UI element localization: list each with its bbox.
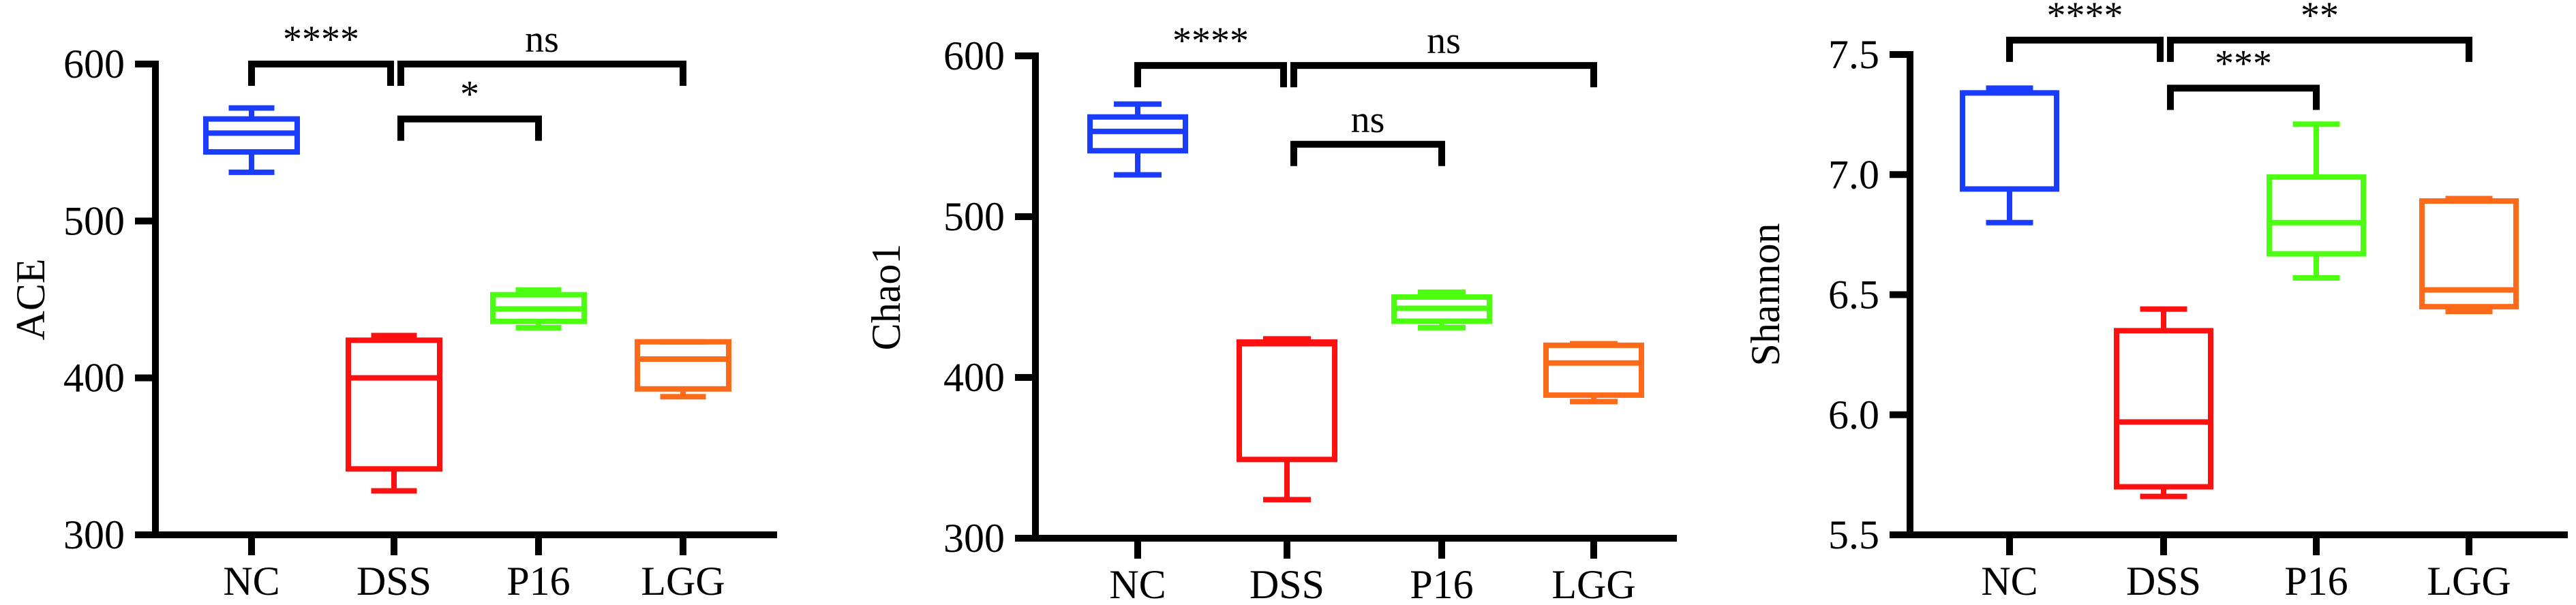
box-nc xyxy=(203,105,300,175)
box-dss xyxy=(346,332,442,494)
box-p16 xyxy=(2267,121,2366,281)
x-tick-label: DSS xyxy=(2126,559,2201,604)
x-tick-label: NC xyxy=(1981,559,2037,604)
box-iqr xyxy=(2267,174,2366,257)
y-tick-label: 500 xyxy=(943,194,1005,239)
y-tick-label: 300 xyxy=(943,516,1005,561)
x-tick-label: DSS xyxy=(357,559,431,604)
box-iqr xyxy=(635,339,731,392)
y-tick-label: 7.5 xyxy=(1828,32,1879,77)
y-axis-title: ACE xyxy=(8,259,53,341)
box-dss xyxy=(1237,336,1337,503)
box-lgg xyxy=(1543,341,1644,405)
y-tick-label: 300 xyxy=(63,512,125,557)
x-tick-label: P16 xyxy=(2284,559,2348,604)
y-tick-label: 600 xyxy=(943,33,1005,78)
y-tick-label: 400 xyxy=(943,355,1005,400)
y-tick-label: 6.0 xyxy=(1828,392,1879,437)
significance-bracket xyxy=(2006,36,2164,62)
significance-bracket xyxy=(397,115,542,141)
x-tick-label: LGG xyxy=(1551,562,1635,605)
box-lgg xyxy=(2419,196,2519,315)
significance-bracket xyxy=(2167,36,2472,62)
significance-bracket xyxy=(1290,140,1445,166)
significance-bracket xyxy=(2167,84,2320,110)
y-axis-title: Shannon xyxy=(1743,223,1788,367)
box-iqr xyxy=(346,337,442,472)
y-tick-label: 7.0 xyxy=(1828,152,1879,197)
x-tick-label: LGG xyxy=(2427,559,2511,604)
y-tick-label: 400 xyxy=(63,356,125,401)
y-tick-label: 500 xyxy=(63,198,125,243)
significance-label: * xyxy=(460,74,479,116)
significance-label: **** xyxy=(283,18,359,61)
x-tick-label: P16 xyxy=(506,559,570,604)
x-tick-label: LGG xyxy=(641,559,725,604)
box-nc xyxy=(1087,101,1188,178)
significance-bracket xyxy=(1134,62,1287,88)
x-tick-label: DSS xyxy=(1249,562,1324,605)
box-iqr xyxy=(1960,90,2059,192)
significance-label: **** xyxy=(1172,20,1249,62)
x-tick-label: NC xyxy=(1109,562,1166,605)
y-axis-title: Chao1 xyxy=(864,244,909,351)
y-tick-label: 5.5 xyxy=(1828,512,1879,557)
significance-bracket xyxy=(1290,62,1597,88)
significance-label: ns xyxy=(1427,20,1461,62)
box-iqr xyxy=(2114,328,2213,490)
box-nc xyxy=(1960,85,2059,226)
box-iqr xyxy=(2419,198,2519,310)
box-p16 xyxy=(490,287,587,330)
y-tick-label: 600 xyxy=(63,42,125,87)
significance-label: ** xyxy=(2301,0,2339,37)
significance-label: *** xyxy=(2215,42,2272,84)
box-p16 xyxy=(1391,289,1492,330)
x-tick-label: P16 xyxy=(1410,562,1473,605)
box-lgg xyxy=(635,339,731,400)
box-dss xyxy=(2114,306,2213,499)
significance-label: ns xyxy=(525,18,559,61)
panel-ace: 300 400 500 600 ACE NC DSS P16 LGG **** ns * xyxy=(8,18,777,604)
significance-bracket xyxy=(248,61,394,86)
significance-label: **** xyxy=(2047,0,2123,37)
y-tick-label: 6.5 xyxy=(1828,273,1879,317)
box-iqr xyxy=(1237,339,1337,463)
box-iqr xyxy=(1543,342,1644,398)
significance-bracket xyxy=(397,61,686,86)
significance-label: ns xyxy=(1351,99,1385,141)
x-tick-label: NC xyxy=(223,559,279,604)
